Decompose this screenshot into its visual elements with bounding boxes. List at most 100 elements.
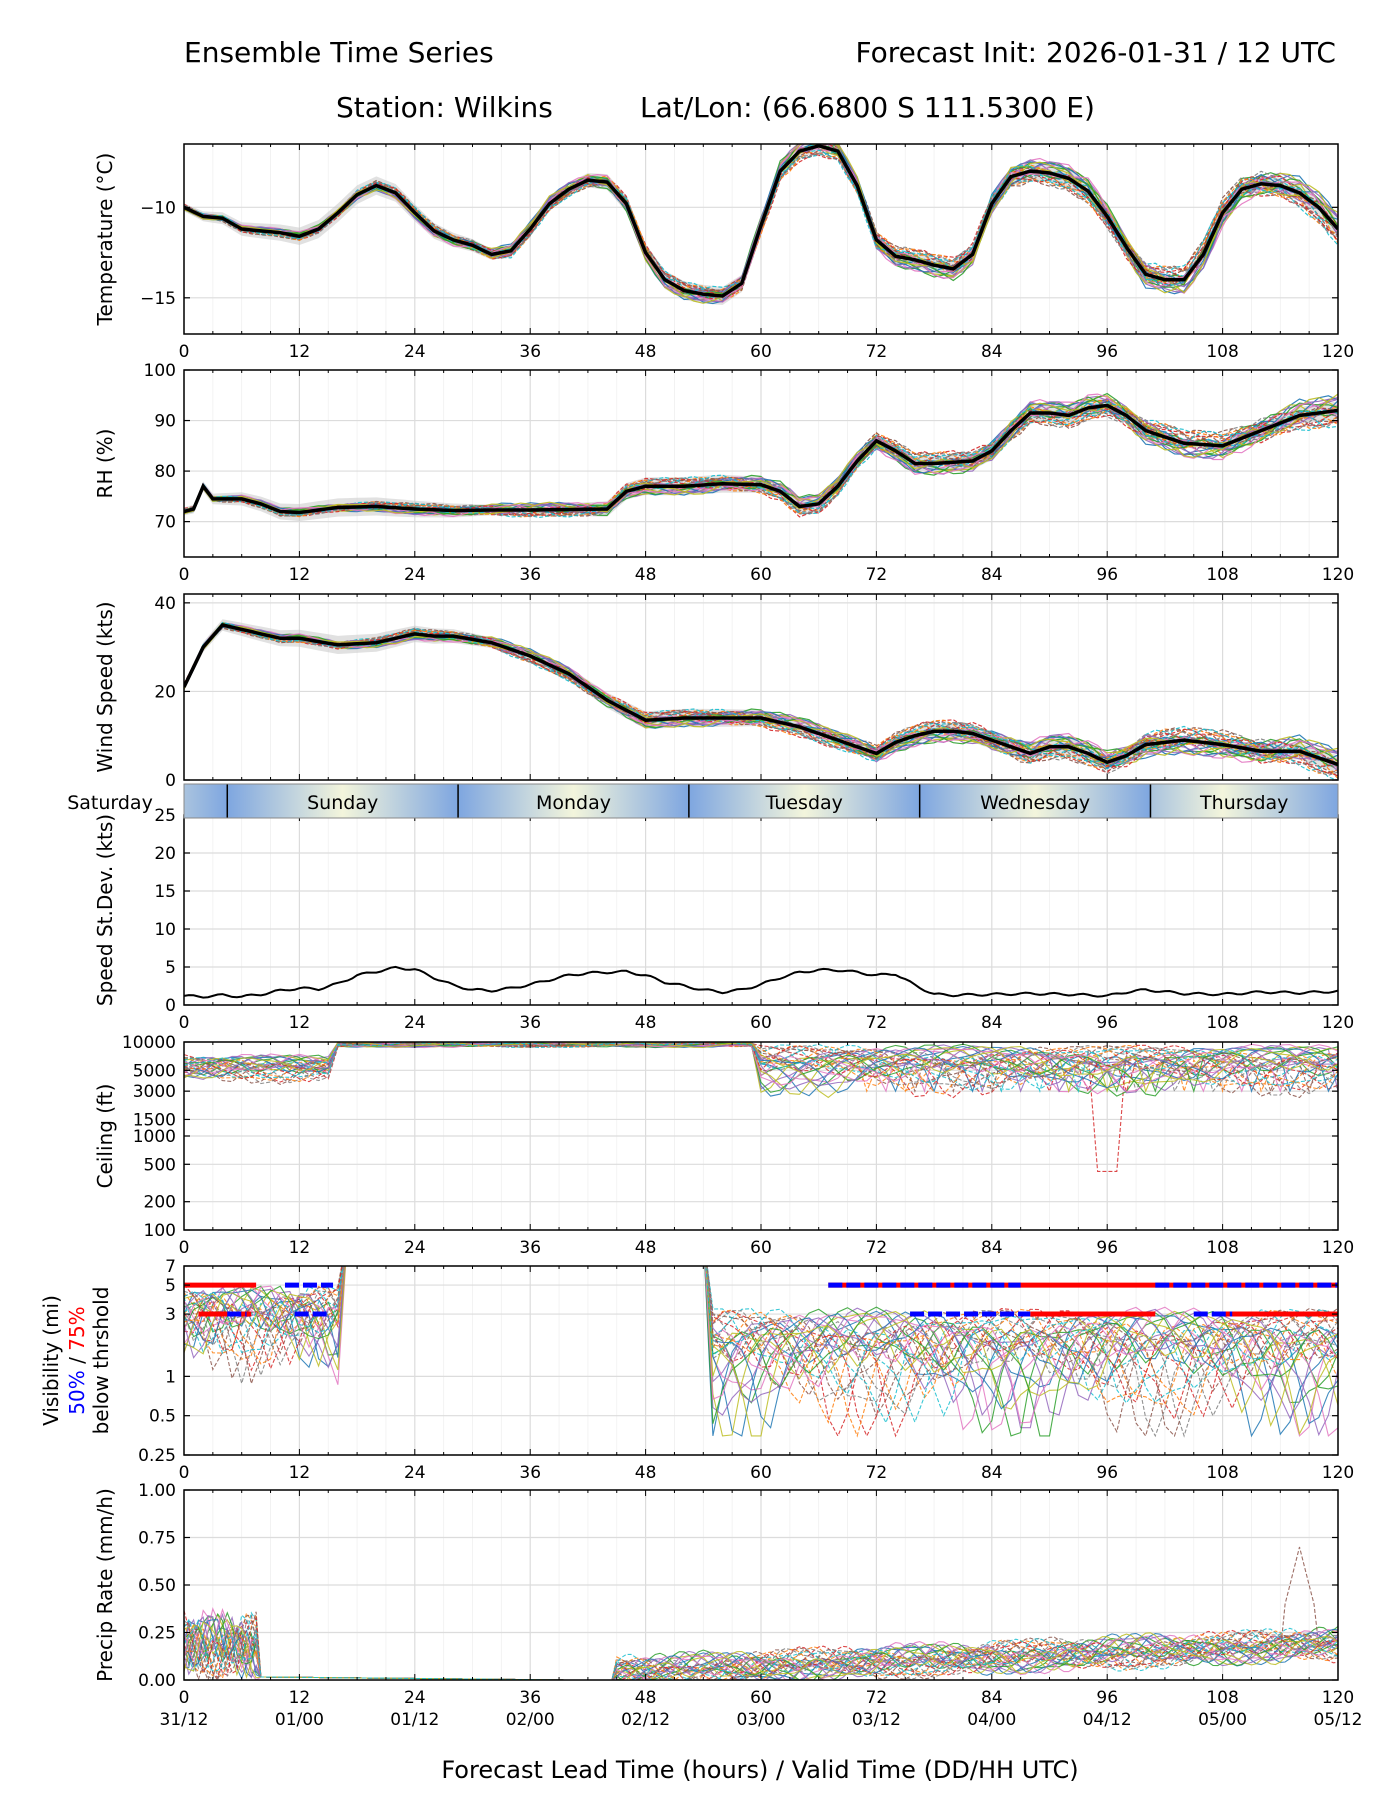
x-axis-wind_speed xyxy=(183,594,1339,780)
x-tick-label: 120 xyxy=(1322,1688,1354,1708)
y-axis-label: Speed St.Dev. (kts) xyxy=(93,814,117,1006)
mean-line xyxy=(184,623,1338,767)
y-tick-label: 90 xyxy=(154,412,176,432)
x-tick-label: 96 xyxy=(1096,342,1118,362)
x-tick-label: 12 xyxy=(289,1238,311,1258)
member-line xyxy=(184,1266,1338,1437)
member-line xyxy=(184,1266,1338,1437)
x-tick-label: 120 xyxy=(1322,342,1354,362)
y-tick-label: 100 xyxy=(144,1221,176,1241)
day-segment xyxy=(227,784,459,818)
member-line xyxy=(184,402,1338,519)
panel-wind_speed: 0 20 40 Wind Speed (kts) xyxy=(93,593,1339,791)
y-tick-label: 1.00 xyxy=(138,1481,176,1501)
y-tick-label: 70 xyxy=(154,513,176,533)
y-tick-label: 10 xyxy=(154,920,176,940)
y-axis-label: Wind Speed (kts) xyxy=(93,601,117,772)
valid-time-label: 04/12 xyxy=(1083,1710,1132,1730)
mean-line xyxy=(184,144,1338,298)
day-label: Tuesday xyxy=(765,792,843,814)
x-tick-label: 108 xyxy=(1206,1238,1238,1258)
x-tick-label: 108 xyxy=(1206,1463,1238,1483)
x-tick-label: 36 xyxy=(519,1013,541,1033)
x-tick-label: 108 xyxy=(1206,1688,1238,1708)
valid-time-label: 05/00 xyxy=(1198,1710,1247,1730)
plot-area-wind_speed xyxy=(184,619,1338,780)
x-tick-label: 72 xyxy=(866,1688,888,1708)
y-tick-label: 25 xyxy=(154,806,176,826)
x-tick-label: 72 xyxy=(866,1238,888,1258)
member-line xyxy=(184,1266,1338,1438)
valid-time-label: 04/00 xyxy=(967,1710,1016,1730)
y-axis-label: Precip Rate (mm/h) xyxy=(93,1488,117,1682)
x-tick-label: 24 xyxy=(404,1463,426,1483)
grid-wind_speed xyxy=(183,594,1339,781)
y-tick-label: 40 xyxy=(154,594,176,614)
x-tick-label: 12 xyxy=(289,1688,311,1708)
member-line xyxy=(184,401,1338,518)
member-line xyxy=(184,1266,1338,1424)
x-tick-label: 0 xyxy=(179,1238,190,1258)
valid-time-label: 31/12 xyxy=(160,1710,209,1730)
mean-line xyxy=(184,403,1338,515)
y-axis-temperature: −10 −15 xyxy=(140,198,1338,309)
y-tick-label: 200 xyxy=(144,1193,176,1213)
x-tick-label: 60 xyxy=(750,1013,772,1033)
legend-separator: / xyxy=(65,1351,89,1370)
y-tick-label: 5 xyxy=(165,958,176,978)
day-segment xyxy=(458,784,689,818)
panel-speed_stdev: 0 5 10 15 20 25 Speed St.Dev. (kts) 0 12 24 36 48 60… xyxy=(93,806,1354,1033)
y-tick-label: 0.25 xyxy=(138,1624,176,1644)
x-tick-label: 12 xyxy=(289,342,311,362)
x-tick-label: 96 xyxy=(1096,1238,1118,1258)
day-band-frame xyxy=(183,783,1339,819)
x-tick-label: 24 xyxy=(404,342,426,362)
plot-area-visibility xyxy=(184,1266,1338,1438)
y-axis-label: Ceiling (ft) xyxy=(93,1084,117,1189)
x-axis-temperature: 0 12 24 36 48 60 72 84 96 108 120 xyxy=(179,144,1354,362)
member-line xyxy=(184,152,1338,299)
x-tick-label: 48 xyxy=(635,565,657,585)
y-tick-label: 0 xyxy=(165,771,176,791)
member-line xyxy=(184,1266,1338,1438)
x-tick-label: 72 xyxy=(866,342,888,362)
x-tick-label: 84 xyxy=(981,1688,1003,1708)
x-tick-label: 12 xyxy=(289,565,311,585)
x-tick-label: 72 xyxy=(866,1463,888,1483)
member-line xyxy=(184,1266,1338,1411)
member-line xyxy=(184,1266,1338,1438)
member-line xyxy=(184,626,1338,769)
valid-time-label: 03/12 xyxy=(852,1710,901,1730)
x-tick-label: 36 xyxy=(519,1463,541,1483)
member-line xyxy=(184,1042,1338,1097)
day-label: Thursday xyxy=(1199,792,1288,814)
member-line xyxy=(184,1546,1338,1680)
x-tick-label: 96 xyxy=(1096,1013,1118,1033)
x-tick-label: 36 xyxy=(519,1238,541,1258)
day-band: Saturday Sunday Monday Tuesday Wednesday Thur… xyxy=(67,783,1339,819)
y-axis-speed_stdev: 0 5 10 15 20 25 xyxy=(154,806,1338,1016)
x-tick-label: 0 xyxy=(179,342,190,362)
x-tick-label: 24 xyxy=(404,1688,426,1708)
y-axis-wind_speed: 0 20 40 xyxy=(154,594,1338,791)
x-tick-label: 60 xyxy=(750,1688,772,1708)
x-tick-label: 120 xyxy=(1322,1238,1354,1258)
x-tick-label: 0 xyxy=(179,1688,190,1708)
grid-temperature xyxy=(183,144,1339,334)
y-tick-label: 20 xyxy=(154,682,176,702)
member-line xyxy=(184,1266,1338,1437)
x-tick-label: 120 xyxy=(1322,1463,1354,1483)
y-axis-relative_humidity: 70 80 90 100 xyxy=(144,361,1338,533)
x-tick-label: 48 xyxy=(635,1688,657,1708)
x-tick-label: 96 xyxy=(1096,1688,1118,1708)
y-tick-label: 0.75 xyxy=(138,1529,176,1549)
y-axis-label-note: below thrshold xyxy=(89,1287,113,1435)
day-segment xyxy=(184,784,228,818)
x-tick-label: 48 xyxy=(635,1238,657,1258)
x-tick-label: 60 xyxy=(750,1463,772,1483)
day-label: Wednesday xyxy=(980,792,1090,814)
x-tick-label: 24 xyxy=(404,565,426,585)
